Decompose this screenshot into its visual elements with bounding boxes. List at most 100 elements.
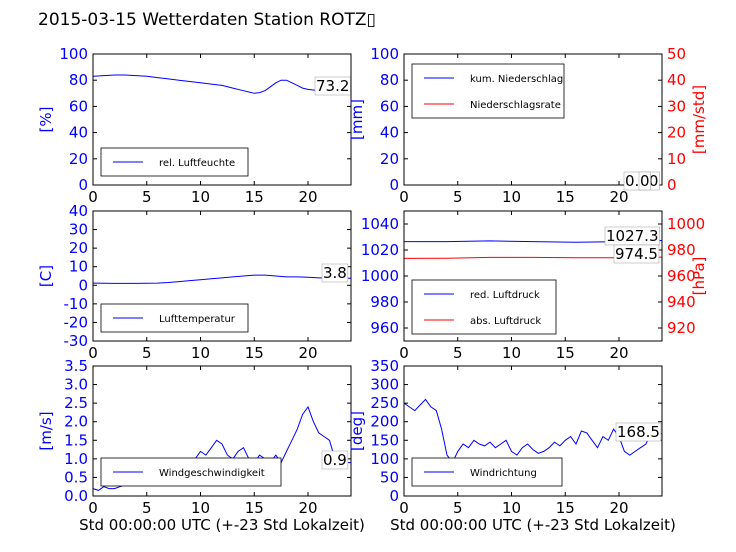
y-tick-label: 980: [370, 293, 399, 311]
y-axis-label: [m/s]: [37, 411, 55, 450]
y-tick-label: -10: [64, 295, 89, 313]
current-value-box: [321, 263, 349, 283]
y-tick-label: 300: [370, 376, 399, 394]
x-tick-label: 5: [142, 499, 152, 517]
y-tick-label: 40: [380, 124, 399, 142]
y-tick-label: 1.0: [64, 450, 88, 468]
y-tick-label-right: 30: [667, 97, 686, 115]
y-tick-label-right: 20: [667, 124, 686, 142]
current-value-label-right: 0: [640, 172, 650, 190]
x-tick-label: 10: [191, 344, 210, 362]
current-value-label: 3.8: [323, 264, 347, 282]
x-tick-label: 0: [399, 499, 409, 517]
x-tick-label: 0: [88, 344, 98, 362]
x-tick-label: 10: [502, 188, 521, 206]
y-tick-label: 960: [370, 319, 399, 337]
current-value-box: [321, 450, 349, 470]
y-tick-label-right: 920: [667, 319, 696, 337]
y-tick-label-right: 0: [667, 176, 677, 194]
x-axis-label: Std 00:00:00 UTC (+-23 Std Lokalzeit): [390, 516, 676, 534]
y-tick-label: 1000: [361, 267, 399, 285]
x-tick-label: 20: [609, 499, 628, 517]
current-value-box: [615, 422, 662, 442]
x-tick-label: 0: [88, 499, 98, 517]
y-tick-label-right: 50: [667, 45, 686, 63]
current-value-box-right: [638, 171, 651, 191]
current-value-box: [314, 76, 351, 96]
legend-label: abs. Luftdruck: [470, 316, 541, 327]
legend-label: Windrichtung: [470, 468, 537, 479]
x-tick-label: 10: [502, 344, 521, 362]
y-tick-label: 3.5: [64, 357, 88, 375]
plot-frame-1: [92, 53, 352, 186]
plot-frame-2: [403, 53, 663, 186]
y-tick-label: 2.5: [64, 394, 88, 412]
y-tick-label: 350: [370, 357, 399, 375]
y-tick-label: 20: [380, 150, 399, 168]
y-tick-label-right: 1000: [667, 215, 705, 233]
y-axis-label-right: [mm/std]: [690, 85, 708, 154]
y-tick-label: 100: [370, 45, 399, 63]
y-tick-label: 2.0: [64, 413, 88, 431]
x-tick-label: 0: [88, 188, 98, 206]
x-tick-label: 20: [298, 499, 317, 517]
legend-label: rel. Luftfeuchte: [159, 158, 235, 169]
x-axis-label: Std 00:00:00 UTC (+-23 Std Lokalzeit): [79, 516, 365, 534]
chart-title: 2015-03-15 Wetterdaten Station ROTZ▯: [38, 10, 376, 30]
y-tick-label-right: 10: [667, 150, 686, 168]
legend-label: Niederschlagsrate: [470, 100, 561, 111]
y-tick-label: 200: [370, 413, 399, 431]
x-tick-label: 20: [609, 344, 628, 362]
x-tick-label: 20: [298, 188, 317, 206]
y-tick-label: 0.5: [64, 468, 88, 486]
series-line-1-1: [92, 74, 351, 94]
y-tick-label: 100: [59, 45, 88, 63]
plot-frame-6: [403, 365, 663, 497]
legend-box: [411, 63, 565, 119]
y-tick-label: 20: [69, 239, 88, 257]
current-value-label: 0.9: [323, 451, 347, 469]
y-tick-label: 1040: [361, 215, 399, 233]
y-tick-label: -20: [64, 313, 89, 331]
y-tick-label: -30: [64, 332, 89, 350]
y-tick-label-right: 960: [667, 267, 696, 285]
y-tick-label: 60: [69, 97, 88, 115]
x-tick-label: 15: [245, 188, 264, 206]
current-value-label: 1027.3: [606, 227, 659, 245]
y-tick-label: 80: [69, 71, 88, 89]
y-tick-label: 0: [389, 176, 399, 194]
y-axis-label-right: [hPa]: [690, 257, 708, 296]
legend-label: kum. Niederschlag: [470, 74, 563, 85]
legend-label: red. Luftdruck: [470, 290, 540, 301]
legend-label: Lufttemperatur: [159, 314, 236, 325]
current-value-box-right: [613, 244, 660, 264]
x-tick-label: 10: [502, 499, 521, 517]
y-tick-label: 0.0: [64, 487, 88, 505]
current-value-label: 168.5: [617, 423, 660, 441]
y-axis-label: [%]: [37, 107, 55, 133]
current-value-label-right: 974.5: [615, 245, 658, 263]
x-tick-label: 15: [556, 344, 575, 362]
y-tick-label: 20: [69, 150, 88, 168]
x-tick-label: 5: [453, 188, 463, 206]
x-tick-label: 15: [556, 188, 575, 206]
plot-frame-3: [92, 210, 352, 342]
y-tick-label: 0: [78, 276, 88, 294]
current-value-label: 73.2: [316, 77, 349, 95]
x-tick-label: 0: [399, 344, 409, 362]
plot-frame-5: [92, 365, 352, 497]
legend-box: [411, 279, 557, 335]
y-tick-label: 0: [78, 176, 88, 194]
x-tick-label: 5: [453, 344, 463, 362]
y-tick-label: 1.5: [64, 431, 88, 449]
y-tick-label: 40: [69, 202, 88, 220]
legend-label: Windgeschwindigkeit: [159, 468, 265, 479]
x-tick-label: 15: [556, 499, 575, 517]
y-tick-label: 10: [69, 258, 88, 276]
x-tick-label: 20: [609, 188, 628, 206]
y-tick-label: 3.0: [64, 376, 88, 394]
y-tick-label: 40: [69, 124, 88, 142]
series-line-3-1: [92, 274, 352, 284]
y-tick-label: 50: [380, 468, 399, 486]
